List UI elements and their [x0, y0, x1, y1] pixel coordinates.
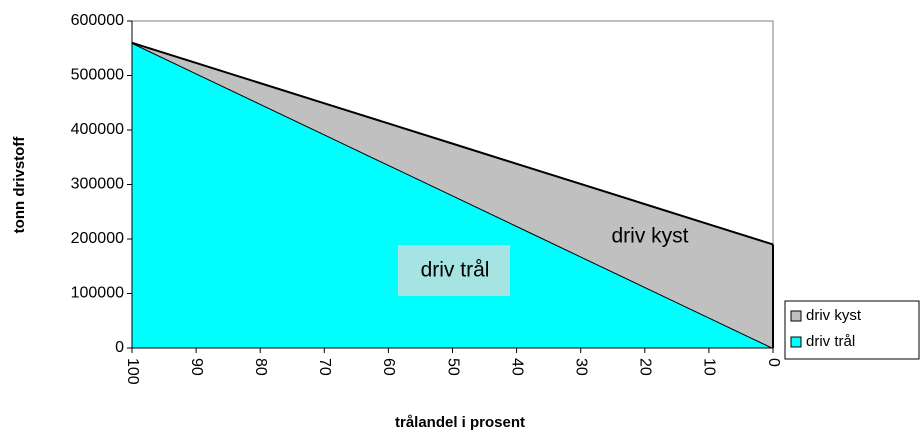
x-tick-label: 90 — [188, 358, 205, 376]
y-tick-label: 600000 — [71, 12, 124, 29]
x-tick-label: 60 — [380, 358, 397, 376]
x-tick-label: 40 — [508, 358, 525, 376]
x-tick-label: 70 — [316, 358, 333, 376]
legend-box — [784, 300, 920, 360]
area — [132, 42, 773, 349]
y-tick-label: 100000 — [71, 285, 124, 302]
annotation-box — [398, 245, 510, 296]
legend-label: driv trål — [806, 333, 855, 350]
y-tick-label: 500000 — [71, 67, 124, 84]
x-tick-label: 80 — [252, 358, 269, 376]
x-tick-label: 100 — [124, 358, 141, 385]
legend-swatch — [790, 336, 802, 348]
x-tick-label: 20 — [637, 358, 654, 376]
annotation: driv kyst — [611, 225, 688, 248]
x-tick-label: 30 — [572, 358, 589, 376]
legend-swatch — [790, 310, 802, 322]
y-tick-label: 0 — [115, 339, 124, 356]
y-tick-label: 300000 — [71, 176, 124, 193]
x-tick-label: 0 — [765, 358, 782, 367]
y-tick-label: 400000 — [71, 121, 124, 138]
x-tick-label: 50 — [444, 358, 461, 376]
x-tick-label: 10 — [701, 358, 718, 376]
x-axis-label: trålandel i prosent — [395, 414, 525, 431]
y-tick-label: 200000 — [71, 230, 124, 247]
legend-label: driv kyst — [806, 307, 862, 324]
area-line — [131, 41, 774, 246]
y-axis-label: tonn drivstoff — [11, 136, 28, 234]
annotation: driv trål — [421, 259, 490, 282]
